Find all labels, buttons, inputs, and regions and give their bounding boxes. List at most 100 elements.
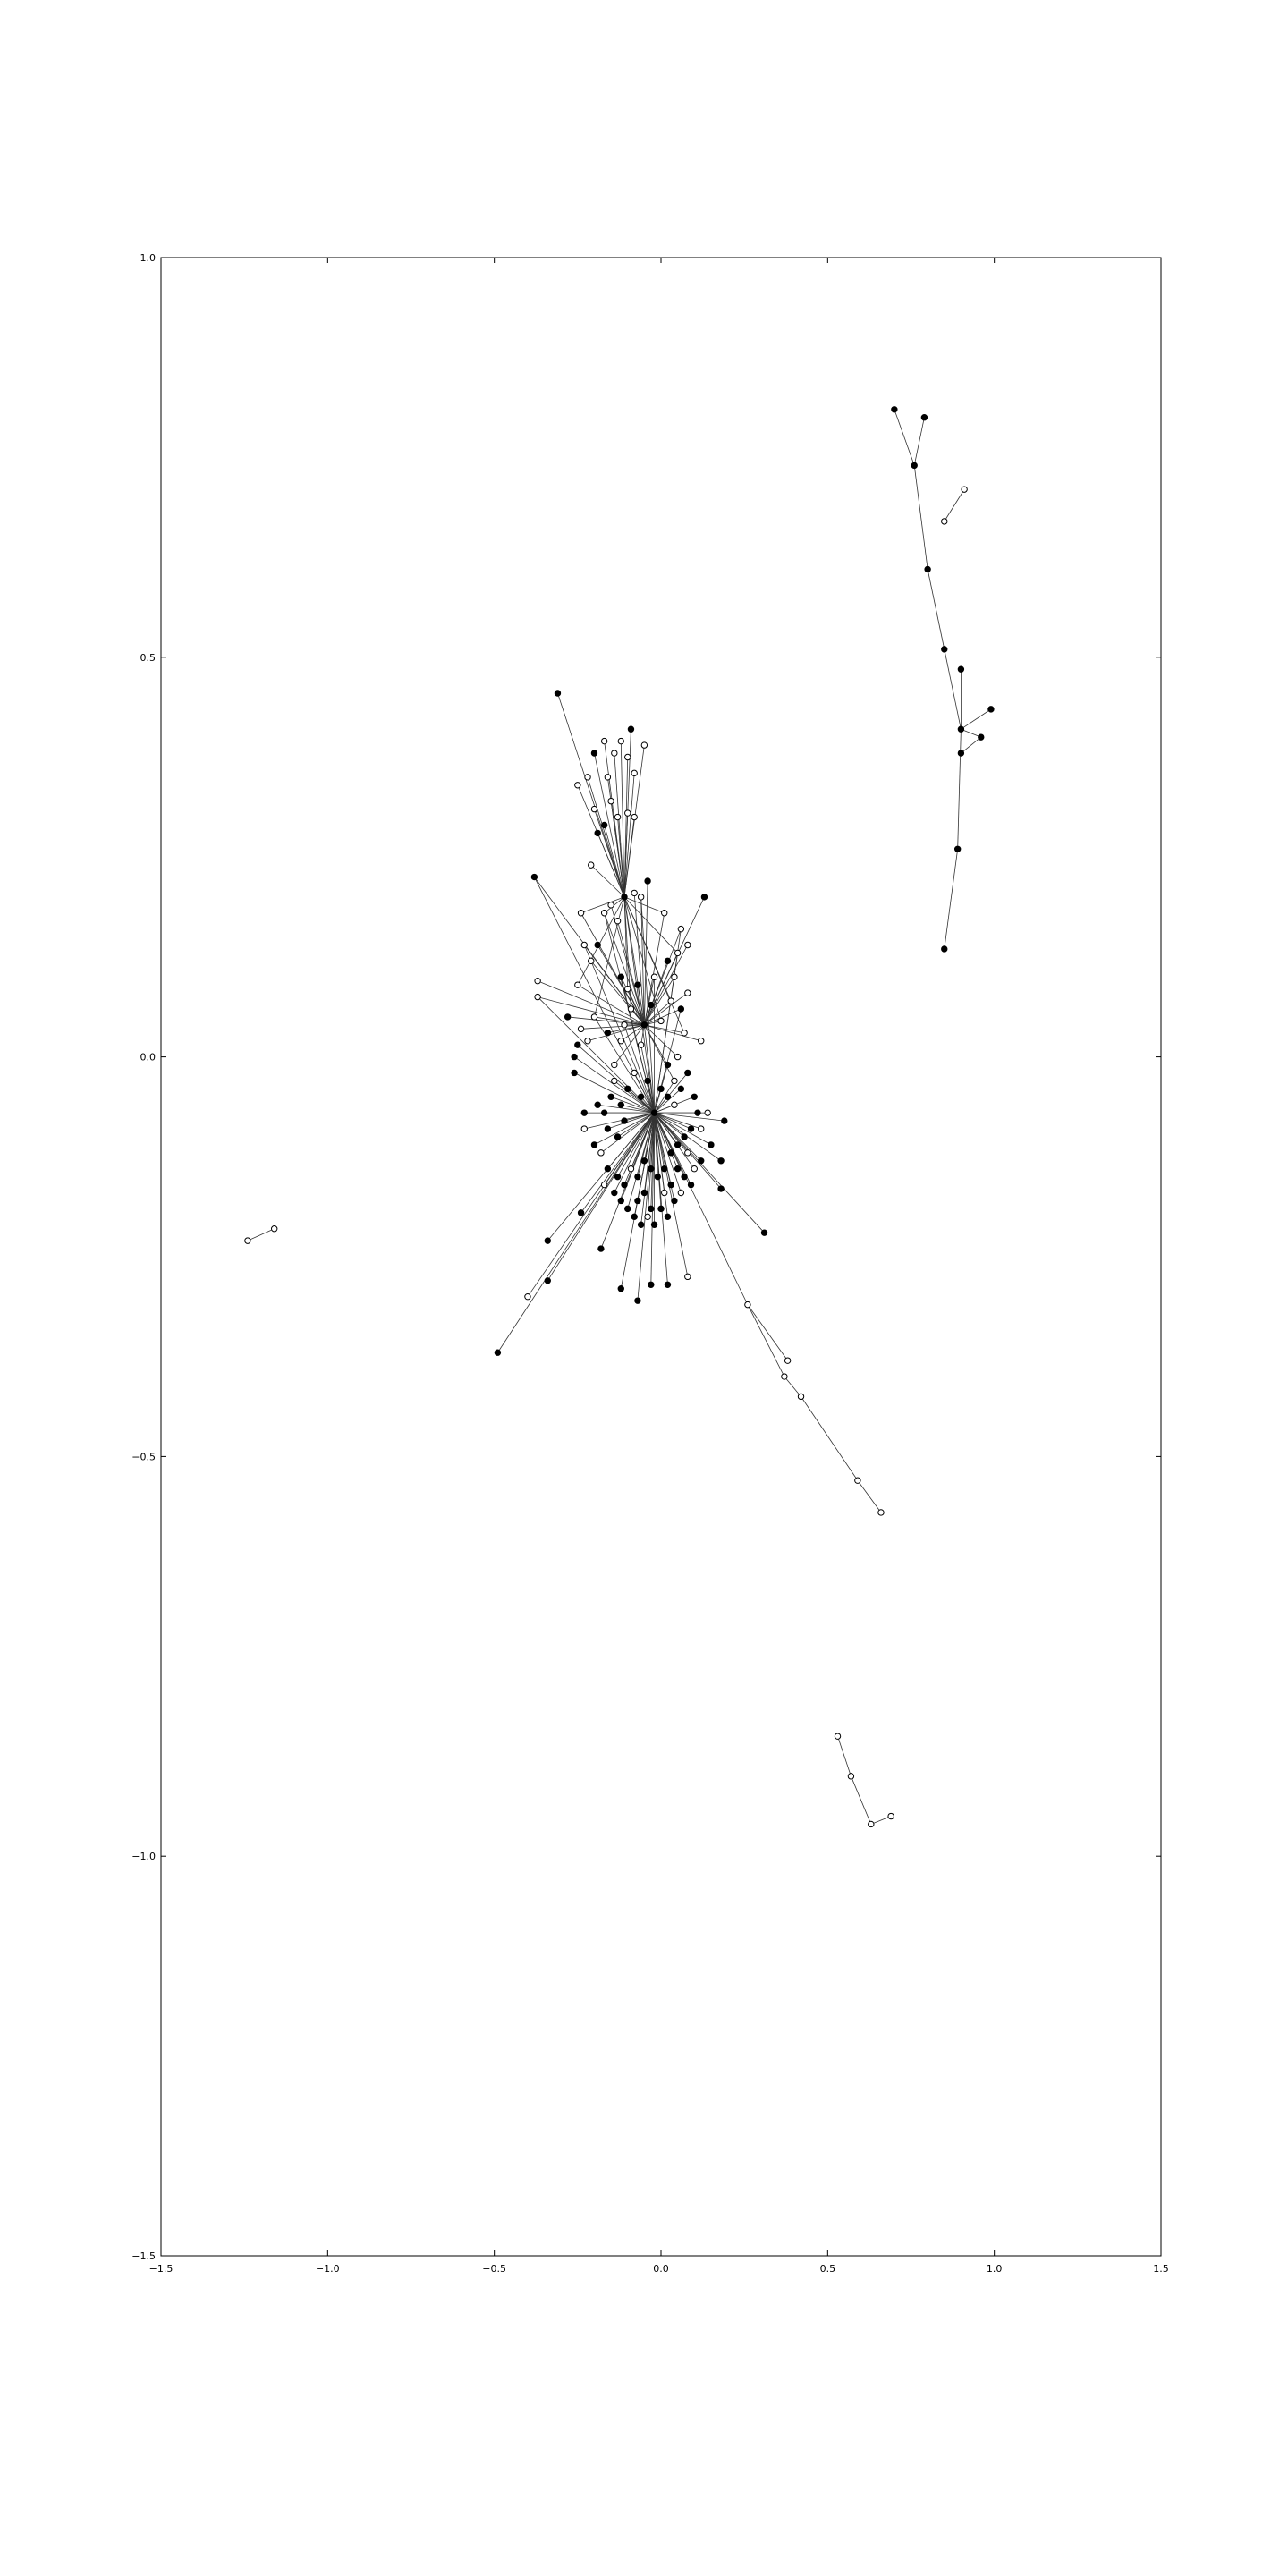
graph-node [953,845,962,852]
graph-node [577,910,585,917]
graph-edge [801,1396,859,1481]
graph-node [987,706,995,713]
graph-node [677,925,685,933]
graph-node [590,750,598,757]
graph-edge [577,896,625,986]
graph-edge [620,977,655,1114]
graph-node [684,989,691,996]
graph-edge [644,992,689,1026]
graph-node [978,733,985,741]
graph-edge [637,1113,655,1301]
graph-node [631,813,638,821]
graph-edge [594,896,625,1018]
graph-node [617,737,624,745]
graph-node [494,1349,502,1356]
graph-node [611,1189,618,1197]
graph-node [671,1197,678,1205]
graph-node [574,1041,581,1048]
graph-edge [623,896,665,914]
graph-edge [654,1080,675,1114]
graph-edge [617,1112,655,1138]
graph-edge [647,1113,655,1217]
graph-node [544,1237,551,1244]
graph-edge [640,896,655,1114]
graph-edge [650,1113,655,1285]
graph-node [684,941,691,949]
graph-node [604,1030,612,1037]
graph-node [637,894,645,901]
graph-node [634,981,641,988]
graph-node [614,813,622,821]
graph-node [677,1189,685,1197]
graph-node [271,1225,278,1233]
graph-edge [644,977,675,1026]
graph-node [604,1125,612,1132]
graph-node [667,1149,674,1157]
graph-node [640,1157,648,1165]
graph-edge [747,1304,788,1361]
edges-layer [247,409,992,1825]
graph-node [661,1189,668,1197]
graph-node [681,1173,688,1181]
ticks-layer: −1.5 −1.0 −0.5 0.0 0.5 1.0 1.5 1.0 0.5 0.0 −0.5 −1.… [131,252,1168,2275]
graph-edge [654,1113,668,1285]
graph-node [664,1281,672,1288]
graph-node [588,957,595,965]
graph-edge [584,1112,655,1130]
graph-edge [654,1113,689,1277]
graph-node [667,1181,674,1189]
graph-node [644,1213,651,1221]
graph-edge [623,1024,655,1114]
graph-node [624,1205,631,1213]
graph-edge [654,1112,749,1305]
graph-node [534,978,541,985]
graph-edge [644,1024,685,1034]
graph-edge [944,648,962,730]
graph-node [891,406,898,413]
graph-edge [654,1112,765,1233]
graph-edge [643,1024,655,1114]
graph-node [664,1213,672,1221]
graph-node [648,1205,655,1213]
graph-node [674,1141,682,1148]
graph-node [648,1001,655,1009]
graph-node [691,1093,698,1100]
y-tick-label: −0.5 [131,1451,156,1462]
graph-edge [597,945,645,1026]
graph-node [648,1281,655,1288]
graph-node [580,1125,588,1132]
graph-node [674,949,682,957]
graph-edge [654,1112,679,1169]
graph-node [571,1053,578,1061]
graph-edge [654,1113,668,1217]
graph-node [941,646,948,653]
graph-node [961,486,968,493]
graph-edge [594,752,625,897]
graph-node [634,1173,641,1181]
graph-edge [597,833,625,898]
graph-node [704,1109,711,1116]
graph-node [617,1285,624,1292]
graph-node [524,1292,531,1301]
graph-edge [617,1112,655,1177]
graph-node [621,1021,628,1029]
graph-node [681,1030,688,1037]
graph-edge [894,409,915,466]
graph-hub-node [640,1021,648,1029]
graph-node [637,1221,645,1228]
graph-edge [604,896,625,914]
graph-node [687,1125,695,1132]
graph-edge [614,1024,645,1065]
graph-edge [870,1816,892,1825]
graph-node [667,997,674,1004]
graph-edge [784,1376,801,1397]
graph-edge [594,809,625,898]
graph-edge [851,1775,872,1825]
graph-node [617,1197,624,1205]
graph-node [650,973,658,980]
graph-node [717,1157,724,1165]
graph-node [957,750,965,757]
graph-node [574,782,581,789]
graph-edge [607,1112,655,1130]
graph-node [877,1509,885,1516]
